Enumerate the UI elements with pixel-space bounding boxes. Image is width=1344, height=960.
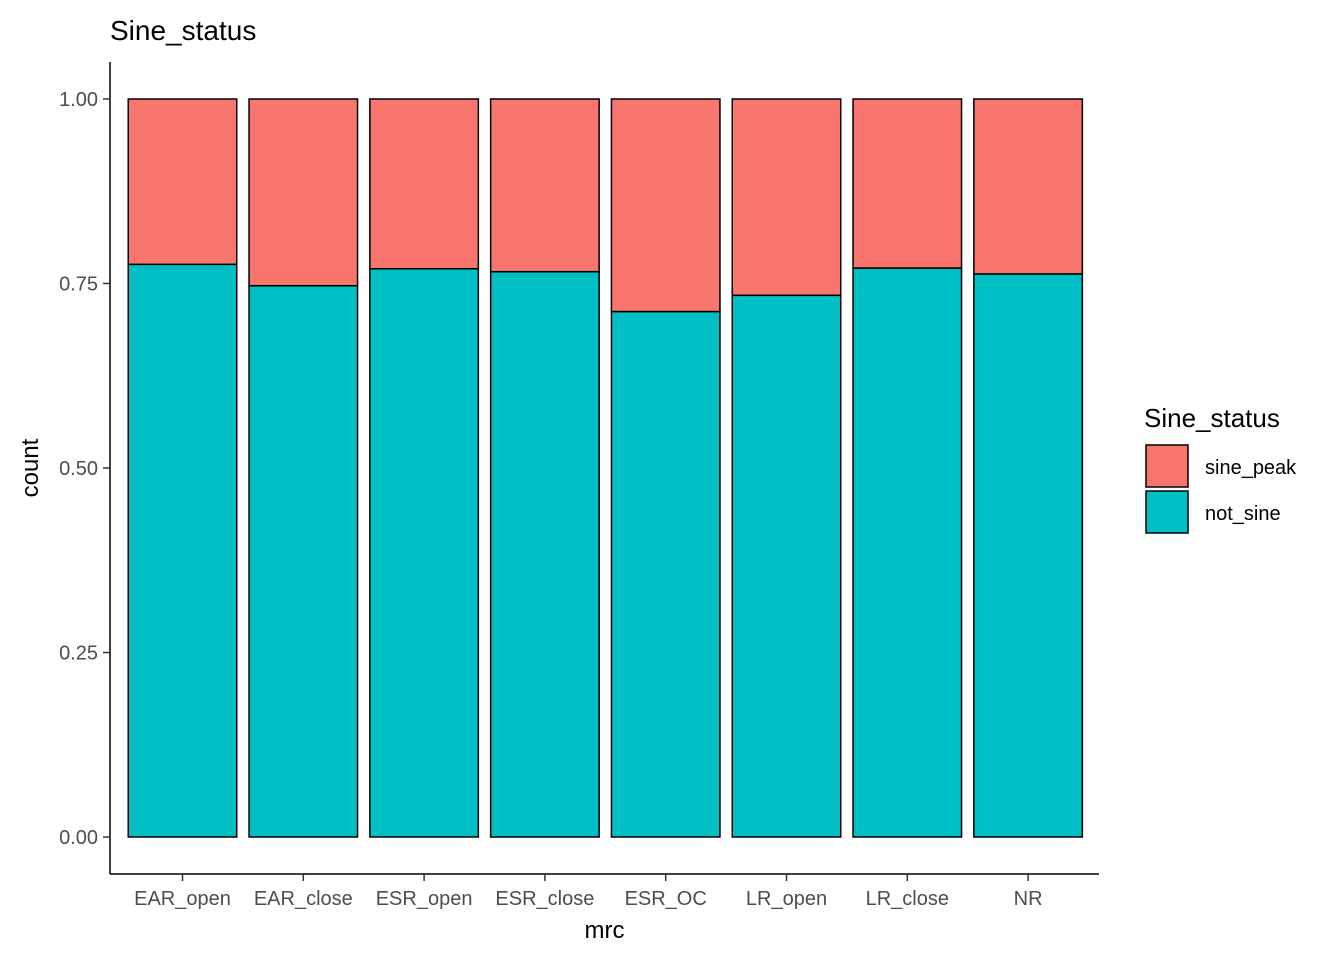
y-axis-title: count <box>17 438 44 497</box>
bar-sine_peak-1 <box>248 98 359 287</box>
bar-not_sine-3 <box>489 270 600 838</box>
legend-key-not_sine <box>1145 490 1189 534</box>
x-tick-label-2: ESR_open <box>376 888 473 910</box>
bars-group <box>127 98 1084 838</box>
bar-not_sine-6 <box>852 267 963 838</box>
bar-sine_peak-3 <box>489 98 600 273</box>
x-tick-label-5: LR_open <box>746 888 827 910</box>
x-axis-title: mrc <box>585 917 625 944</box>
bar-not_sine-7 <box>973 273 1084 838</box>
bar-not_sine-4 <box>610 310 721 838</box>
bar-not_sine-1 <box>248 284 359 838</box>
legend-label-sine_peak: sine_peak <box>1205 457 1297 479</box>
legend-title: Sine_status <box>1144 403 1280 433</box>
y-axis-ticks: 0.00 0.25 0.50 0.75 1.00 <box>59 89 110 849</box>
bar-sine_peak-6 <box>852 98 963 269</box>
chart-title: Sine_status <box>110 15 256 46</box>
bar-not_sine-5 <box>731 294 842 838</box>
x-tick-label-0: EAR_open <box>134 888 231 910</box>
x-tick-label-4: ESR_OC <box>625 888 707 910</box>
y-tick-label-0: 0.00 <box>59 827 98 849</box>
legend: Sine_status sine_peak not_sine <box>1144 403 1297 534</box>
x-axis-ticks: EAR_open EAR_close ESR_open ESR_close ESR_OC… <box>134 874 1043 910</box>
x-tick-label-1: EAR_close <box>254 888 353 910</box>
bar-sine_peak-7 <box>973 98 1084 275</box>
y-tick-label-2: 0.50 <box>59 458 98 480</box>
x-tick-label-6: LR_close <box>866 888 949 910</box>
x-tick-label-3: ESR_close <box>495 888 594 910</box>
bar-sine_peak-2 <box>369 98 480 270</box>
bar-sine_peak-4 <box>610 98 721 313</box>
y-tick-label-1: 0.25 <box>59 643 98 665</box>
legend-label-not_sine: not_sine <box>1205 503 1281 525</box>
bar-not_sine-0 <box>127 263 238 838</box>
y-tick-label-4: 1.00 <box>59 89 98 111</box>
bar-sine_peak-0 <box>127 98 238 266</box>
bar-not_sine-2 <box>369 267 480 838</box>
legend-key-sine_peak <box>1145 444 1189 488</box>
bar-sine_peak-5 <box>731 98 842 297</box>
y-tick-label-3: 0.75 <box>59 274 98 296</box>
x-tick-label-7: NR <box>1014 888 1043 910</box>
